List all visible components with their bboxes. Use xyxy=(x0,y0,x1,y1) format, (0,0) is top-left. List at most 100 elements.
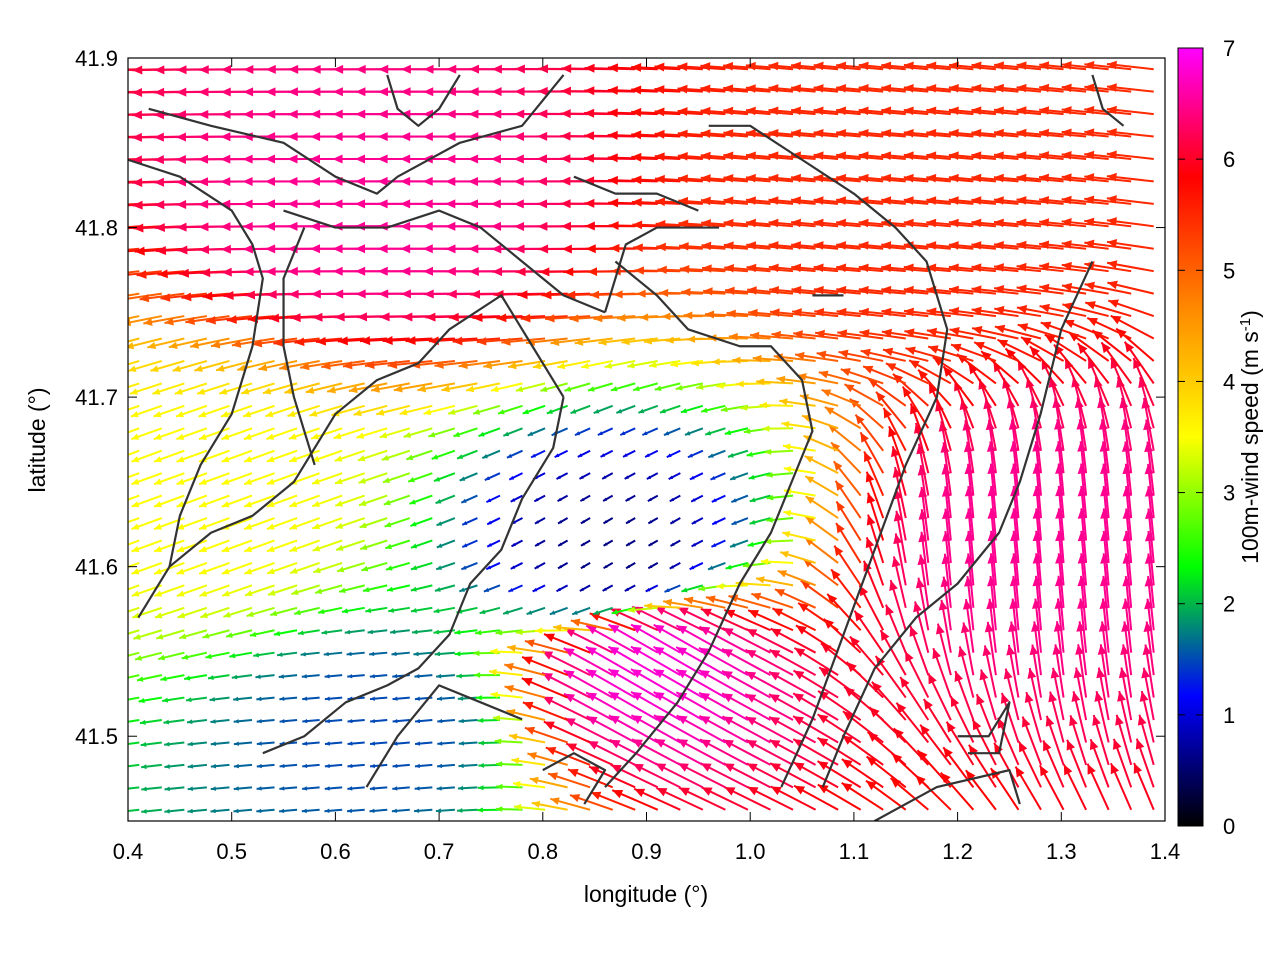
wind-vector xyxy=(705,595,749,609)
wind-vector xyxy=(154,606,185,619)
wind-vector xyxy=(508,472,523,481)
wind-vector xyxy=(221,561,253,575)
wind-vector xyxy=(926,128,974,138)
wind-vector xyxy=(1110,357,1133,407)
wind-vector xyxy=(459,472,478,482)
wind-vector xyxy=(381,449,411,461)
wind-vector xyxy=(630,623,681,654)
wind-vector xyxy=(748,308,794,318)
wind-vector xyxy=(677,762,726,789)
wind-vector xyxy=(1120,644,1133,698)
wind-vector xyxy=(703,287,749,296)
wind-vector xyxy=(647,517,659,525)
wind-vector xyxy=(723,129,771,138)
wind-vector xyxy=(387,359,433,369)
wind-vector xyxy=(557,562,569,570)
wind-vector xyxy=(258,359,298,372)
wind-vector xyxy=(385,561,411,571)
wind-vector xyxy=(369,718,388,724)
wind-vector xyxy=(338,584,365,594)
wind-vector xyxy=(622,449,636,458)
wind-vector xyxy=(485,562,501,571)
wind-vector xyxy=(790,128,839,138)
wind-vector xyxy=(186,719,208,725)
wind-vector xyxy=(324,674,343,679)
wind-vector xyxy=(279,696,298,701)
wind-vector xyxy=(1039,83,1087,93)
wind-vector xyxy=(181,651,208,660)
wind-vector xyxy=(481,449,501,460)
wind-vector xyxy=(1084,128,1132,138)
wind-vector xyxy=(993,263,1042,273)
wind-vector xyxy=(326,382,365,394)
wind-vector xyxy=(504,662,546,677)
wind-vector xyxy=(678,219,726,229)
wind-vector xyxy=(993,106,1042,116)
wind-vector xyxy=(860,348,906,362)
x-axis-label: longitude (°) xyxy=(584,881,708,907)
wind-vector xyxy=(813,128,861,138)
wind-vector xyxy=(838,349,884,362)
wind-vector xyxy=(359,336,410,346)
wind-vector xyxy=(324,763,343,769)
wind-vector xyxy=(512,781,546,789)
wind-vector xyxy=(993,61,1042,71)
wind-vector xyxy=(273,629,298,637)
wind-vector xyxy=(194,359,230,372)
wind-vector xyxy=(289,494,320,508)
wind-vector xyxy=(210,808,230,814)
wind-vector xyxy=(590,791,636,811)
wind-vector xyxy=(475,695,500,701)
wind-vector xyxy=(632,762,681,789)
wind-vector xyxy=(997,338,1042,362)
wind-vector xyxy=(1106,128,1154,138)
wind-vector xyxy=(625,517,636,525)
wind-vector xyxy=(1089,738,1110,788)
wind-vector xyxy=(273,337,320,347)
wind-vector xyxy=(221,539,253,553)
wind-vector xyxy=(858,106,906,116)
wind-vector xyxy=(881,263,929,273)
wind-vector xyxy=(627,359,658,369)
wind-vector xyxy=(624,584,636,592)
wind-vector xyxy=(979,669,997,721)
wind-vector xyxy=(631,197,681,207)
wind-vector xyxy=(723,218,771,228)
wind-vector xyxy=(669,517,681,525)
wind-vector xyxy=(483,584,501,593)
coastline xyxy=(708,124,949,788)
wind-vector xyxy=(724,786,771,811)
wind-vector xyxy=(858,218,906,228)
wind-vector xyxy=(570,618,613,632)
wind-vector xyxy=(187,763,208,769)
wind-vector xyxy=(1018,741,1042,788)
wind-vector xyxy=(604,359,636,369)
wind-vector xyxy=(859,329,906,340)
wind-vector xyxy=(580,562,591,570)
wind-vector xyxy=(406,449,433,461)
wind-vector xyxy=(633,243,681,252)
wind-vector xyxy=(495,761,523,767)
wind-vector xyxy=(187,808,207,814)
wind-vector xyxy=(967,362,997,407)
wind-vector xyxy=(678,786,726,811)
wind-vector xyxy=(707,561,726,571)
wind-vector xyxy=(938,599,952,653)
wind-vector xyxy=(698,691,749,721)
wind-vector xyxy=(752,354,794,363)
wind-vector xyxy=(804,455,839,475)
wind-vector xyxy=(185,696,208,703)
wind-vector xyxy=(1107,280,1154,295)
wind-vector xyxy=(813,84,861,93)
wind-vector xyxy=(554,449,569,459)
wind-vector xyxy=(265,404,298,418)
wind-vector xyxy=(369,674,388,679)
coastline xyxy=(1091,74,1125,127)
wind-vector xyxy=(267,584,298,596)
wind-vector xyxy=(353,404,388,417)
wind-vector xyxy=(711,539,726,548)
wind-vector xyxy=(153,472,185,486)
colorbar-label-exp: -1 xyxy=(1237,318,1254,331)
wind-vector xyxy=(496,806,523,812)
wind-vector xyxy=(745,739,794,766)
